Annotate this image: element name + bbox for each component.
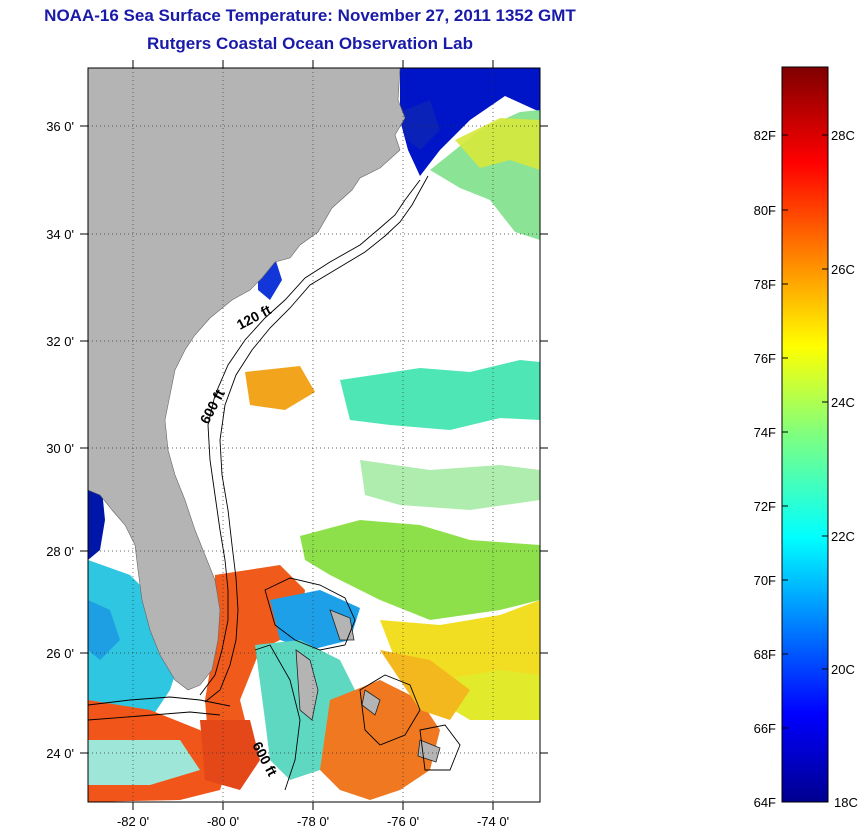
colorbar-f-label: 70F: [754, 573, 776, 588]
lat-label: 32 0': [46, 334, 74, 349]
sst-data-layer: [88, 68, 540, 802]
land-mass: [88, 68, 406, 691]
colorbar-f-label: 78F: [754, 277, 776, 292]
lon-label: -78 0': [297, 814, 329, 829]
lat-label: 36 0': [46, 119, 74, 134]
colorbar-f-label: 76F: [754, 351, 776, 366]
map-title: NOAA-16 Sea Surface Temperature: Novembe…: [44, 6, 576, 25]
lat-label: 28 0': [46, 544, 74, 559]
latitude-labels: 36 0' 34 0' 32 0' 30 0' 28 0' 26 0' 24 0…: [46, 119, 74, 761]
colorbar-f-label: 82F: [754, 128, 776, 143]
colorbar-f-label: 64F: [754, 795, 776, 810]
colorbar-f-label: 80F: [754, 203, 776, 218]
bahamas-island: [329, 609, 355, 641]
colorbar-c-label: 24C: [831, 395, 855, 410]
isobath-contours: [88, 175, 461, 791]
lon-label: -74 0': [477, 814, 509, 829]
colorbar-f-label: 66F: [754, 721, 776, 736]
lon-label: -76 0': [387, 814, 419, 829]
colorbar-c-label: 26C: [831, 262, 855, 277]
bahamas-island: [295, 649, 319, 721]
colorbar: [781, 66, 829, 803]
axis-ticks: [80, 60, 548, 810]
map-frame: [87, 67, 541, 803]
colorbar-f-label: 68F: [754, 647, 776, 662]
map-panel: 120 ft 600 ft 600 ft: [88, 68, 540, 802]
colorbar-ticks: [782, 134, 828, 729]
colorbar-fahrenheit-labels: 82F 80F 78F 76F 74F 72F 70F 68F 66F 64F: [754, 128, 776, 810]
map-subtitle: Rutgers Coastal Ocean Observation Lab: [147, 34, 473, 53]
graticule: [88, 68, 540, 802]
longitude-labels: -82 0' -80 0' -78 0' -76 0' -74 0': [117, 814, 509, 829]
lat-label: 24 0': [46, 746, 74, 761]
colorbar-c-label: 18C: [834, 795, 858, 810]
lon-label: -82 0': [117, 814, 149, 829]
colorbar-f-label: 72F: [754, 499, 776, 514]
colorbar-celsius-labels: 28C 26C 24C 22C 20C 18C: [831, 128, 858, 810]
colorbar-c-label: 22C: [831, 529, 855, 544]
colorbar-c-label: 20C: [831, 662, 855, 677]
bahamas-island: [361, 689, 381, 716]
lat-label: 34 0': [46, 227, 74, 242]
colorbar-c-label: 28C: [831, 128, 855, 143]
colorbar-f-label: 74F: [754, 425, 776, 440]
lat-label: 30 0': [46, 441, 74, 456]
lon-label: -80 0': [207, 814, 239, 829]
lat-label: 26 0': [46, 646, 74, 661]
